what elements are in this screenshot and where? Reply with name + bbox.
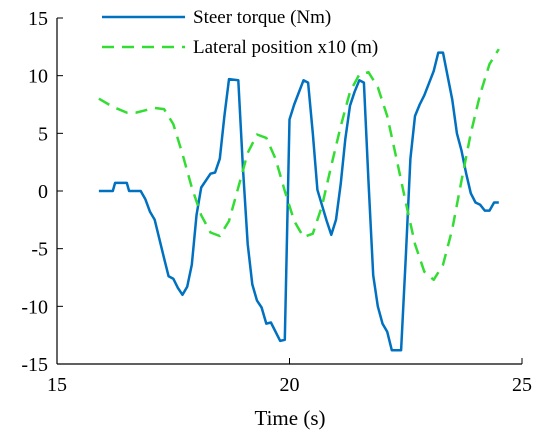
x-tick-label: 25 — [512, 374, 532, 396]
x-tick-label: 15 — [47, 374, 67, 396]
y-tick-label: 10 — [28, 66, 48, 88]
legend-label-steer-torque: Steer torque (Nm) — [193, 7, 331, 28]
y-tick-label: 15 — [28, 8, 48, 30]
x-tick-label: 20 — [280, 374, 300, 396]
x-ticks: 15 20 25 — [47, 358, 532, 396]
y-tick-label: -5 — [31, 239, 48, 261]
series-layer — [98, 48, 500, 352]
legend-label-lateral-position: Lateral position x10 (m) — [193, 37, 378, 58]
y-tick-label: -15 — [21, 354, 48, 376]
series-line-steer-torque — [98, 51, 499, 352]
y-tick-label: -10 — [21, 296, 48, 318]
y-tick-label: 0 — [38, 181, 48, 203]
y-ticks: -15 -10 -5 0 5 10 15 — [21, 8, 63, 376]
series-line-lateral-position — [98, 48, 500, 282]
legend: Steer torque (Nm) Lateral position x10 (… — [102, 7, 378, 58]
x-axis-label: Time (s) — [255, 406, 326, 430]
y-tick-label: 5 — [38, 123, 48, 145]
